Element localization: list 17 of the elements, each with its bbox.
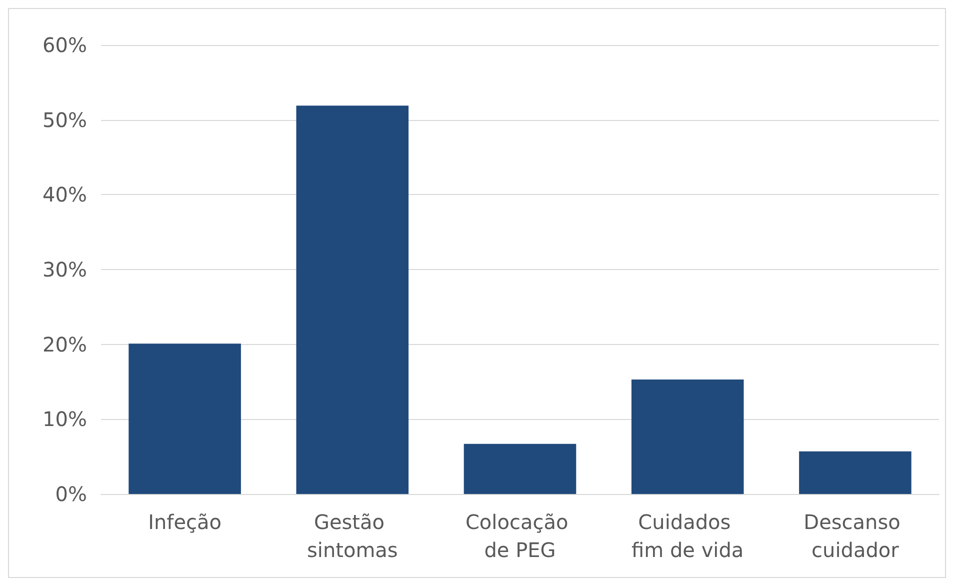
x-tick-label: Cuidados fim de vida bbox=[632, 510, 744, 562]
y-tick-label: 50% bbox=[42, 108, 87, 132]
bar bbox=[128, 344, 241, 494]
y-tick-label: 10% bbox=[42, 407, 87, 432]
y-tick-label: 40% bbox=[42, 182, 87, 207]
x-tick-label: Descanso cuidador bbox=[804, 510, 907, 562]
bar bbox=[631, 380, 744, 494]
bar bbox=[799, 451, 912, 494]
y-tick-label: 30% bbox=[42, 258, 87, 282]
x-tick-label: Gestão sintomas bbox=[306, 510, 398, 562]
y-tick-label: 0% bbox=[55, 482, 87, 506]
bar bbox=[296, 106, 409, 494]
y-tick-label: 20% bbox=[42, 332, 87, 356]
x-tick-label: Infeção bbox=[148, 510, 222, 534]
x-tick-label: Colocação de PEG bbox=[465, 510, 575, 562]
bar bbox=[464, 444, 576, 494]
y-tick-label: 60% bbox=[42, 33, 87, 57]
